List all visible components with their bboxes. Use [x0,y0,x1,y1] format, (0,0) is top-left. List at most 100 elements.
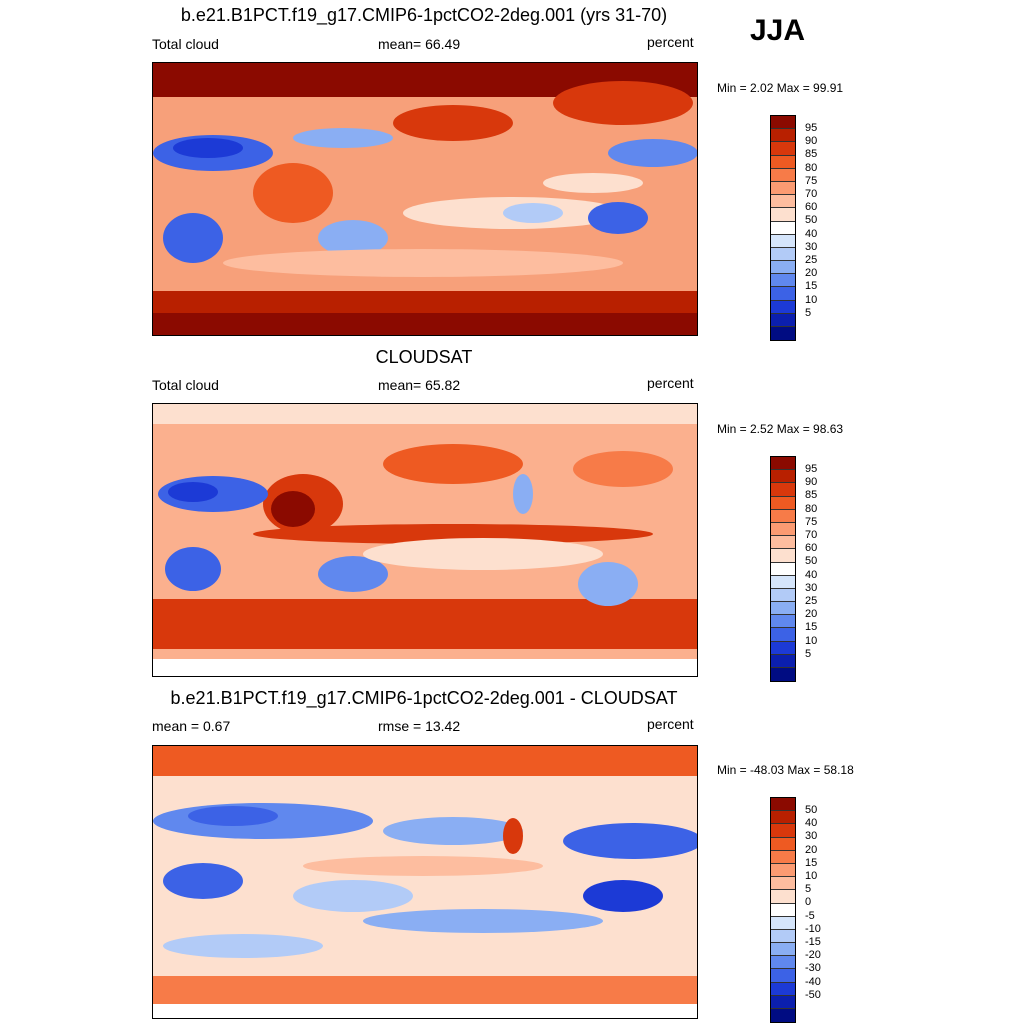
colorbar-swatch [771,234,795,248]
colorbar-swatch [771,509,795,523]
colorbar-tick-label: 85 [805,489,818,502]
colorbar-swatch [771,641,795,655]
panel-1-variable-label: Total cloud [152,36,219,52]
colorbar-swatch [771,168,795,182]
colorbar-swatch [771,549,795,563]
colorbar-swatch [771,483,795,497]
colorbar-swatch [771,824,795,838]
panel-1-mean-label: mean= 66.49 [378,36,461,52]
colorbar-swatch [771,850,795,864]
colorbar-tick-label: 10 [805,870,818,882]
panel-3-units-label: percent [647,716,694,732]
colorbar-tick-label: 20 [805,608,818,621]
colorbar-swatch [771,116,795,130]
colorbar-swatch [771,916,795,930]
colorbar-swatch [771,181,795,196]
colorbar-swatch [771,903,795,917]
colorbar-tick-label: 70 [805,188,818,200]
colorbar-tick-label: 95 [805,122,818,134]
panel-1-contour-field [153,63,697,335]
colorbar-tick-label: 75 [805,515,818,528]
colorbar-tick-label: -10 [805,922,821,935]
panel-1-colorbar [770,115,796,342]
colorbar-swatch [771,995,795,1009]
panel-2-title: CLOUDSAT [375,347,473,367]
colorbar-swatch [771,155,795,169]
panel-3-rmse-label: rmse = 13.42 [378,718,461,734]
colorbar-tick-label: 25 [805,595,818,607]
colorbar-swatch [771,811,795,825]
colorbar-swatch [771,798,795,812]
panel-2-contour-field [153,404,697,676]
colorbar-tick-label: 80 [805,161,818,174]
colorbar-swatch [771,588,795,603]
colorbar-tick-label: -40 [805,975,821,988]
colorbar-swatch [771,287,795,301]
colorbar-swatch [771,261,795,275]
colorbar-tick-label: 80 [805,502,818,515]
colorbar-tick-label: 30 [805,240,818,253]
colorbar-swatch [771,943,795,957]
season-label: JJA [750,14,806,47]
colorbar-tick-label: 40 [805,568,818,581]
panel-3-map [152,745,698,1019]
colorbar-swatch [771,982,795,996]
colorbar-tick-label: 30 [805,581,818,594]
colorbar-tick-label: 40 [805,227,818,240]
colorbar-swatch [771,247,795,262]
colorbar-swatch [771,562,795,576]
colorbar-tick-label: 5 [805,306,812,319]
colorbar-tick-label: 85 [805,148,818,161]
panel-1-map [152,62,698,336]
colorbar-tick-label: 10 [805,293,818,306]
colorbar-tick-label: 5 [805,883,812,896]
panel-2-units-label: percent [647,375,694,391]
colorbar-swatch [771,929,795,944]
colorbar-tick-label: 20 [805,843,818,856]
panel-2-mean-label: mean= 65.82 [378,377,461,393]
panel-1-min-max: Min = 2.02 Max = 99.91 [717,81,844,95]
colorbar-swatch [771,496,795,510]
colorbar-tick-label: 15 [805,280,818,293]
colorbar-swatch [771,575,795,589]
panel-3-min-max: Min = -48.03 Max = 58.18 [717,763,854,777]
colorbar-swatch [771,668,795,682]
colorbar-swatch [771,300,795,314]
colorbar-tick-label: 30 [805,830,818,843]
colorbar-swatch [771,863,795,878]
colorbar-swatch [771,129,795,143]
colorbar-swatch [771,615,795,629]
colorbar-tick-label: -15 [805,936,821,948]
colorbar-swatch [771,536,795,550]
colorbar-swatch [771,877,795,891]
colorbar-swatch [771,602,795,616]
colorbar-swatch [771,654,795,668]
colorbar-tick-label: 15 [805,856,818,869]
colorbar-tick-label: 90 [805,135,818,148]
colorbar-tick-label: 90 [805,476,818,489]
colorbar-swatch [771,1009,795,1023]
colorbar-tick-label: 0 [805,896,812,909]
panel-1-units-label: percent [647,34,694,50]
panel-2-variable-label: Total cloud [152,377,219,393]
colorbar-tick-label: 10 [805,634,818,647]
panel-3-contour-field [153,746,697,1018]
colorbar-swatch [771,313,795,327]
colorbar-tick-label: -20 [805,949,821,962]
colorbar-tick-label: 50 [805,214,818,227]
panel-2-map [152,403,698,677]
panel-3-mean-label: mean = 0.67 [152,718,231,734]
colorbar-tick-label: 15 [805,621,818,634]
colorbar-swatch [771,470,795,484]
colorbar-tick-label: 50 [805,555,818,568]
colorbar-swatch [771,956,795,970]
colorbar-tick-label: -50 [805,988,821,1001]
colorbar-swatch [771,274,795,288]
colorbar-swatch [771,628,795,642]
colorbar-swatch [771,457,795,471]
colorbar-swatch [771,327,795,341]
colorbar-tick-label: 20 [805,267,818,280]
colorbar-swatch [771,208,795,222]
panel-2-min-max: Min = 2.52 Max = 98.63 [717,422,844,436]
colorbar-swatch [771,142,795,156]
